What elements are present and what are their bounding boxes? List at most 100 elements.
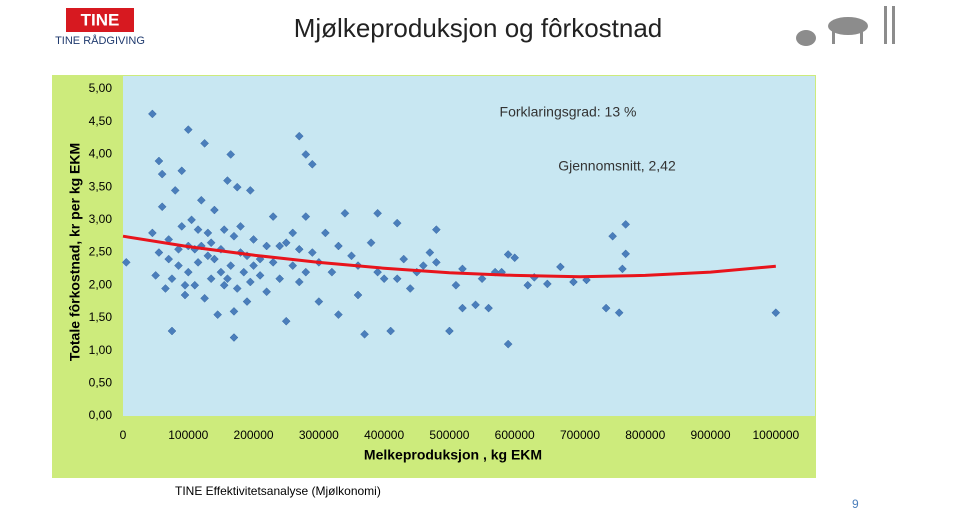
- data-point: [569, 277, 578, 287]
- trendline: [122, 234, 776, 279]
- data-point: [249, 261, 258, 270]
- annotation: Gjennomsnitt, 2,42: [558, 158, 676, 174]
- data-point: [432, 225, 441, 235]
- x-tick-label: 500000: [429, 428, 469, 442]
- data-point: [213, 310, 223, 320]
- data-point: [327, 267, 337, 277]
- data-point: [307, 248, 317, 257]
- data-point: [236, 222, 245, 231]
- data-point: [216, 267, 226, 277]
- data-point: [281, 316, 291, 326]
- data-point: [301, 212, 311, 221]
- data-point: [386, 326, 396, 336]
- data-point: [445, 326, 454, 336]
- data-point: [618, 264, 627, 274]
- data-point: [187, 215, 196, 225]
- data-point: [232, 284, 242, 293]
- y-tick-label: 3,50: [89, 179, 113, 193]
- slide-title: Mjølkeproduksjon og fôrkostnad: [294, 13, 663, 43]
- data-point: [193, 225, 203, 235]
- y-tick-label: 1,00: [89, 343, 113, 357]
- data-point: [334, 310, 343, 320]
- data-point: [347, 251, 356, 261]
- data-point: [161, 284, 170, 293]
- data-point: [174, 244, 183, 254]
- data-point: [121, 257, 131, 267]
- data-point: [226, 150, 236, 159]
- data-point: [206, 274, 216, 284]
- data-point: [157, 169, 167, 179]
- data-point: [477, 274, 487, 284]
- data-point: [229, 333, 239, 342]
- data-point: [288, 228, 298, 238]
- data-point: [245, 277, 255, 287]
- data-point: [556, 262, 565, 272]
- data-point: [321, 228, 330, 238]
- icons: [796, 6, 895, 46]
- data-point: [294, 244, 304, 254]
- data-point: [249, 235, 258, 244]
- data-point: [148, 228, 157, 238]
- y-tick-label: 5,00: [89, 81, 113, 95]
- data-point: [614, 308, 624, 318]
- data-point: [294, 277, 304, 287]
- data-point: [242, 297, 252, 306]
- data-point: [193, 257, 203, 267]
- x-tick-label: 200000: [234, 428, 274, 442]
- data-point: [471, 300, 480, 310]
- data-point: [294, 131, 304, 141]
- data-point: [301, 267, 311, 277]
- data-point: [268, 257, 278, 267]
- data-point: [206, 238, 216, 248]
- data-point: [281, 238, 291, 248]
- data-point: [219, 225, 229, 235]
- annotation: Forklaringsgrad: 13 %: [500, 104, 637, 120]
- y-tick-label: 0,50: [89, 375, 113, 389]
- data-point: [392, 274, 402, 284]
- y-tick-label: 4,00: [89, 147, 113, 161]
- data-point: [196, 195, 206, 205]
- data-point: [183, 267, 193, 277]
- data-point: [503, 339, 513, 349]
- data-point: [180, 290, 190, 300]
- logo: TINE: [81, 10, 120, 29]
- data-point: [223, 274, 232, 284]
- data-point: [203, 228, 213, 238]
- data-point: [239, 267, 249, 277]
- data-point: [458, 303, 467, 313]
- data-point: [360, 329, 369, 339]
- data-point: [523, 280, 533, 290]
- plot-area: [123, 76, 815, 416]
- data-point: [203, 251, 213, 261]
- data-point: [275, 274, 285, 284]
- data-point: [157, 202, 167, 212]
- data-point: [219, 280, 229, 290]
- data-point: [164, 254, 174, 264]
- data-point: [177, 222, 187, 231]
- x-tick-label: 800000: [625, 428, 665, 442]
- data-point: [601, 303, 611, 313]
- data-point: [167, 326, 177, 336]
- data-point: [229, 307, 239, 316]
- data-point: [255, 271, 265, 280]
- data-point: [210, 254, 219, 264]
- y-tick-label: 1,50: [89, 310, 113, 324]
- x-tick-label: 1000000: [752, 428, 799, 442]
- data-point: [301, 150, 311, 159]
- data-point: [170, 186, 180, 195]
- x-tick-label: 100000: [168, 428, 208, 442]
- data-point: [771, 308, 781, 318]
- data-point: [366, 238, 376, 248]
- x-tick-label: 900000: [691, 428, 731, 442]
- data-point: [210, 205, 219, 215]
- x-tick-label: 600000: [495, 428, 535, 442]
- data-point: [340, 208, 350, 218]
- data-point: [542, 279, 552, 289]
- x-tick-label: 0: [120, 428, 127, 442]
- y-tick-label: 4,50: [89, 114, 113, 128]
- data-point: [245, 186, 255, 195]
- data-point: [334, 241, 343, 251]
- logo-box: [66, 8, 134, 32]
- data-point: [484, 303, 493, 313]
